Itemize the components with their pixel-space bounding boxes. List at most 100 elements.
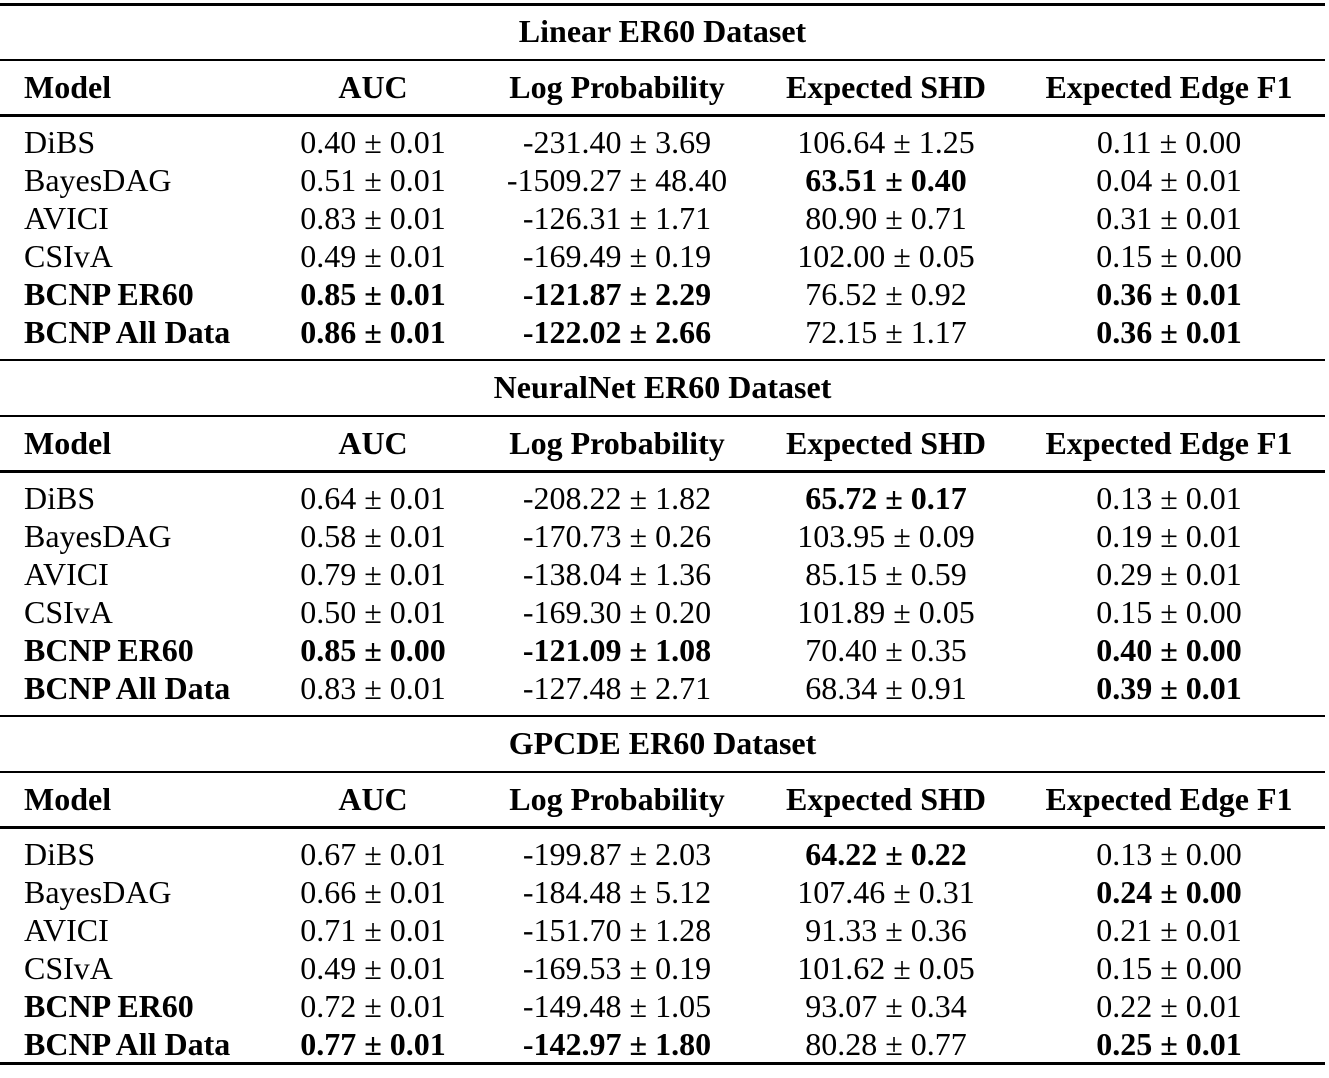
table-cell: -208.22 ± 1.82 [522,480,712,516]
table-cell: 0.11 ± 0.00 [1096,124,1242,160]
table-cell: -126.31 ± 1.71 [522,200,712,236]
row-label: BCNP ER60 [24,632,194,668]
section-title: NeuralNet ER60 Dataset [493,369,832,405]
table-cell: 0.58 ± 0.01 [300,518,446,554]
table-cell: -184.48 ± 5.12 [522,874,712,910]
table-cell: -142.97 ± 1.80 [522,1026,712,1062]
column-header: AUC [338,69,408,105]
table-cell: 0.21 ± 0.01 [1096,912,1242,948]
table-cell: 101.62 ± 0.05 [797,950,975,986]
row-label: BCNP All Data [24,670,231,706]
table-cell: 63.51 ± 0.40 [805,162,967,198]
row-label: CSIvA [24,238,113,274]
table-cell: -121.87 ± 2.29 [522,276,712,312]
table-cell: 0.51 ± 0.01 [300,162,446,198]
table-cell: 106.64 ± 1.25 [797,124,975,160]
column-header: AUC [338,425,408,461]
table-cell: 0.72 ± 0.01 [300,988,446,1024]
column-header: Log Probability [509,425,725,461]
row-label: BayesDAG [24,162,172,198]
section-title: Linear ER60 Dataset [518,13,807,49]
table-cell: 0.29 ± 0.01 [1096,556,1242,592]
table-cell: 65.72 ± 0.17 [805,480,967,516]
row-label: AVICI [24,556,109,592]
row-label: BCNP All Data [24,1026,231,1062]
table-cell: 80.90 ± 0.71 [805,200,967,236]
table-cell: 91.33 ± 0.36 [805,912,967,948]
table-cell: 0.66 ± 0.01 [300,874,446,910]
table-cell: 0.71 ± 0.01 [300,912,446,948]
table-cell: 0.85 ± 0.00 [300,632,446,668]
table-cell: -231.40 ± 3.69 [522,124,712,160]
row-label: CSIvA [24,950,113,986]
table-cell: 0.39 ± 0.01 [1096,670,1242,706]
table-cell: 0.25 ± 0.01 [1096,1026,1242,1062]
table-cell: 0.15 ± 0.00 [1096,238,1242,274]
row-label: AVICI [24,200,109,236]
row-label: CSIvA [24,594,113,630]
column-header: Model [24,69,112,105]
rule [0,415,1325,417]
rule [0,715,1325,717]
table-cell: 68.34 ± 0.91 [805,670,967,706]
table-cell: -169.30 ± 0.20 [522,594,712,630]
table-cell: 101.89 ± 0.05 [797,594,975,630]
column-header: Expected Edge F1 [1045,425,1293,461]
table-cell: -169.49 ± 0.19 [522,238,712,274]
column-header: AUC [338,781,408,817]
table-cell: 93.07 ± 0.34 [805,988,967,1024]
rule [0,359,1325,361]
table-cell: -122.02 ± 2.66 [522,314,712,350]
table-cell: -121.09 ± 1.08 [522,632,712,668]
table-cell: 0.40 ± 0.01 [300,124,446,160]
table-cell: 0.83 ± 0.01 [300,670,446,706]
table-cell: 0.86 ± 0.01 [300,314,446,350]
table-cell: 0.49 ± 0.01 [300,950,446,986]
table-cell: 103.95 ± 0.09 [797,518,975,554]
table-cell: 72.15 ± 1.17 [805,314,967,350]
table-cell: 0.13 ± 0.00 [1096,836,1242,872]
rule [0,470,1325,473]
top-rule [0,3,1325,6]
table-cell: 0.40 ± 0.00 [1096,632,1242,668]
table-cell: 0.83 ± 0.01 [300,200,446,236]
column-header: Expected Edge F1 [1045,781,1293,817]
table-cell: -1509.27 ± 48.40 [506,162,728,198]
table-cell: 70.40 ± 0.35 [805,632,967,668]
table-cell: 102.00 ± 0.05 [797,238,975,274]
table-cell: -169.53 ± 0.19 [522,950,712,986]
table-cell: 0.31 ± 0.01 [1096,200,1242,236]
column-header: Model [24,781,112,817]
row-label: AVICI [24,912,109,948]
table-cell: -170.73 ± 0.26 [522,518,712,554]
table-cell: 80.28 ± 0.77 [805,1026,967,1062]
column-header: Model [24,425,112,461]
table-cell: 0.85 ± 0.01 [300,276,446,312]
row-label: BayesDAG [24,874,172,910]
bottom-rule [0,1062,1325,1065]
table-cell: -127.48 ± 2.71 [522,670,712,706]
row-label: DiBS [24,480,96,516]
table-cell: 107.46 ± 0.31 [797,874,975,910]
table-cell: 76.52 ± 0.92 [805,276,967,312]
table-cell: 0.22 ± 0.01 [1096,988,1242,1024]
table-cell: 0.64 ± 0.01 [300,480,446,516]
row-label: BayesDAG [24,518,172,554]
table-cell: 0.15 ± 0.00 [1096,594,1242,630]
section-title: GPCDE ER60 Dataset [508,725,817,761]
table-cell: 0.67 ± 0.01 [300,836,446,872]
rule [0,771,1325,773]
table-cell: 0.77 ± 0.01 [300,1026,446,1062]
row-label: BCNP All Data [24,314,231,350]
table-cell: 0.19 ± 0.01 [1096,518,1242,554]
table-cell: 0.24 ± 0.00 [1096,874,1242,910]
row-label: DiBS [24,124,96,160]
table-cell: -199.87 ± 2.03 [522,836,712,872]
table-cell: -149.48 ± 1.05 [522,988,712,1024]
table-cell: 0.36 ± 0.01 [1096,314,1242,350]
table-cell: -138.04 ± 1.36 [522,556,712,592]
column-header: Log Probability [509,781,725,817]
column-header: Expected SHD [786,69,986,105]
table-cell: 0.79 ± 0.01 [300,556,446,592]
